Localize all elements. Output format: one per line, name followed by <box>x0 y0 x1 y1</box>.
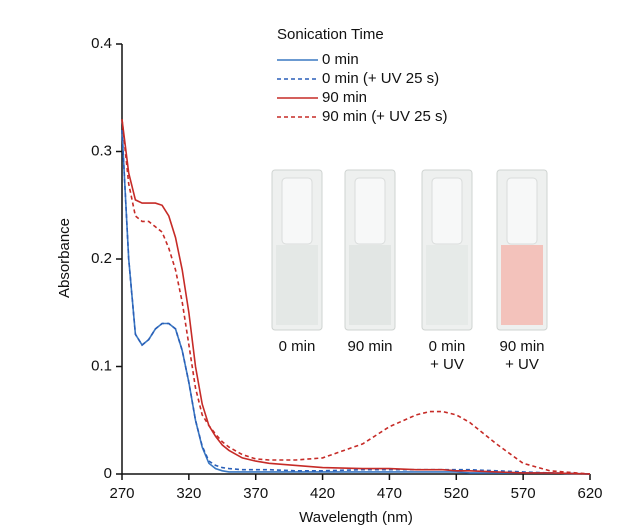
x-tick-label: 470 <box>377 485 402 502</box>
x-tick-label: 270 <box>109 485 134 502</box>
y-tick-label: 0.1 <box>91 357 112 374</box>
y-tick-label: 0.2 <box>91 250 112 267</box>
y-axis-label: Absorbance <box>56 218 73 298</box>
inset-label: 0 min <box>279 338 316 355</box>
inset-label: 0 min <box>429 338 466 355</box>
y-tick-label: 0.3 <box>91 142 112 159</box>
x-tick-label: 520 <box>444 485 469 502</box>
cuvette-liquid <box>501 245 543 325</box>
inset-label: + UV <box>430 356 464 373</box>
series-line <box>121 129 591 475</box>
x-axis-label: Wavelength (nm) <box>299 509 413 526</box>
legend-label: 0 min (+ UV 25 s) <box>322 70 439 87</box>
inset-label: 90 min <box>499 338 544 355</box>
cuvette-window <box>431 177 463 245</box>
x-tick-label: 370 <box>243 485 268 502</box>
x-tick-label: 620 <box>577 485 602 502</box>
cuvette-window <box>506 177 538 245</box>
series-line <box>121 119 591 475</box>
cuvette-window <box>281 177 313 245</box>
x-tick-label: 320 <box>176 485 201 502</box>
series-line <box>121 119 591 475</box>
inset-label: 90 min <box>347 338 392 355</box>
cuvette-window <box>354 177 386 245</box>
x-tick-label: 570 <box>511 485 536 502</box>
y-tick-label: 0 <box>104 465 112 482</box>
legend-label: 0 min <box>322 51 359 68</box>
legend-label: 90 min <box>322 89 367 106</box>
cuvette-liquid <box>276 245 318 325</box>
inset-label: + UV <box>505 356 539 373</box>
x-tick-label: 420 <box>310 485 335 502</box>
legend-label: 90 min (+ UV 25 s) <box>322 108 447 125</box>
y-tick-label: 0.4 <box>91 35 112 52</box>
legend-title: Sonication Time <box>277 26 384 43</box>
cuvette-liquid <box>349 245 391 325</box>
cuvette-liquid <box>426 245 468 325</box>
